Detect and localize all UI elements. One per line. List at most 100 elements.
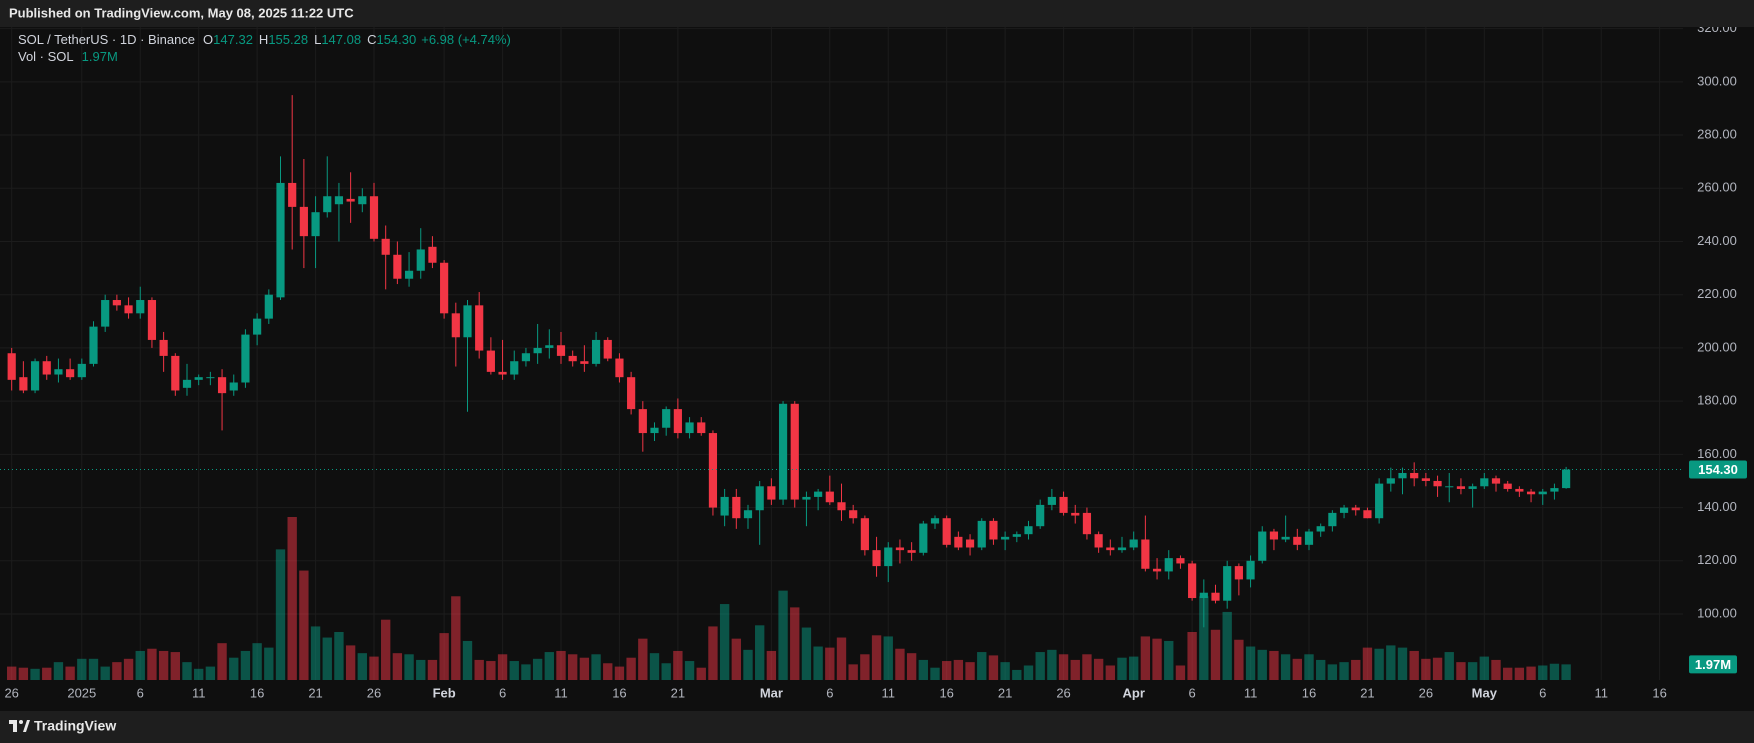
candle-body [299, 206, 308, 237]
legend-text: L [314, 32, 321, 47]
candle-body [1433, 480, 1442, 487]
candle-body [591, 339, 601, 364]
candle-body [1421, 478, 1430, 481]
candle-body [1036, 504, 1045, 527]
candle-body [1211, 592, 1220, 601]
candle-body [755, 486, 764, 511]
volume-bar [170, 652, 180, 680]
volume-bar [1070, 659, 1080, 680]
candle-body [206, 377, 215, 379]
x-tick-label: 26 [4, 685, 18, 700]
volume-bar [404, 654, 414, 680]
volume-bar [345, 645, 356, 680]
candle-body [1012, 534, 1021, 537]
volume-bar [521, 664, 531, 680]
legend-text: O [203, 32, 213, 47]
x-tick-label: May [1472, 685, 1498, 700]
candle-body [1199, 592, 1208, 599]
volume-bar [568, 654, 578, 680]
candle-body [825, 491, 834, 503]
volume-bar [252, 643, 262, 680]
candle-body [1328, 512, 1337, 527]
candle-body [358, 196, 367, 205]
candle-body [463, 305, 472, 338]
candle-body [673, 409, 682, 434]
candle-body [486, 350, 495, 372]
candle-body [521, 353, 531, 362]
candle-body [1410, 472, 1419, 479]
candle-body [907, 550, 916, 553]
candle-body [743, 510, 753, 519]
volume-bar [1082, 654, 1092, 680]
volume-bar [965, 662, 975, 680]
footer-bar [0, 711, 1754, 743]
volume-bar [1000, 662, 1010, 680]
x-tick-label: 11 [1594, 685, 1608, 700]
volume-bar [229, 657, 239, 680]
volume-bar [497, 654, 508, 680]
candle-body [872, 550, 881, 567]
candle-body [1316, 526, 1325, 532]
candle-body [545, 345, 554, 348]
candle-body [7, 353, 16, 380]
x-tick-label: 26 [367, 685, 381, 700]
volume-bar [310, 626, 321, 680]
legend-text: 154.30 [376, 32, 416, 47]
candle-body [428, 246, 437, 263]
x-tick-label: 16 [250, 685, 264, 700]
volume-bar [1129, 656, 1139, 680]
last-price-label: 154.30 [1698, 462, 1738, 477]
candle-body [732, 496, 741, 519]
volume-bar [626, 657, 636, 680]
candle-body [1515, 488, 1524, 492]
volume-bar [673, 650, 683, 680]
volume-bar [65, 666, 75, 680]
volume-bar [369, 656, 379, 680]
candle-body [1117, 547, 1127, 551]
candle-body [1445, 486, 1454, 488]
x-tick-label: 21 [671, 685, 685, 700]
candle-body [1304, 531, 1314, 545]
volume-bar [649, 653, 660, 680]
header: Published on TradingView.com, May 08, 20… [9, 5, 354, 20]
candle-body [1491, 478, 1501, 484]
candle-body [802, 496, 811, 500]
volume-bar [77, 658, 87, 680]
volume-bar [1304, 654, 1314, 680]
candle-body [662, 409, 671, 428]
x-tick-label: 16 [612, 685, 626, 700]
candle-body [638, 409, 647, 434]
volume-bar [1023, 665, 1034, 680]
volume-bar [813, 646, 823, 680]
candle-body [1538, 491, 1547, 495]
legend: SOL / TetherUS · 1D · Binance O147.32 H155… [18, 32, 511, 47]
volume-bar [205, 666, 216, 680]
volume-bar [1316, 659, 1326, 680]
candle-body [498, 371, 507, 375]
volume-bar [661, 663, 671, 680]
volume-bar [953, 659, 964, 680]
volume-bar [579, 657, 590, 680]
volume-bar [1351, 659, 1361, 680]
volume-bar [158, 650, 169, 680]
logo [9, 720, 30, 732]
volume-bar [509, 661, 519, 680]
candle-body [895, 547, 905, 551]
candle-body [66, 369, 75, 378]
volume-bar [1035, 652, 1045, 680]
volume-bar [556, 650, 566, 680]
x-tick-label: Apr [1122, 685, 1144, 700]
candle-body [1269, 531, 1279, 540]
legend-text: C [367, 32, 376, 47]
volume-bar [7, 666, 17, 680]
volume-bar [1164, 640, 1174, 680]
volume-bar [1117, 657, 1127, 680]
candle-body [627, 377, 636, 410]
volume-bar [357, 653, 367, 680]
legend-text: H [259, 32, 268, 47]
candle-body [1398, 472, 1407, 479]
volume-bar [1245, 646, 1256, 680]
candle-body [311, 212, 320, 237]
volume-bar [603, 663, 613, 680]
volume-bar [1280, 654, 1291, 680]
